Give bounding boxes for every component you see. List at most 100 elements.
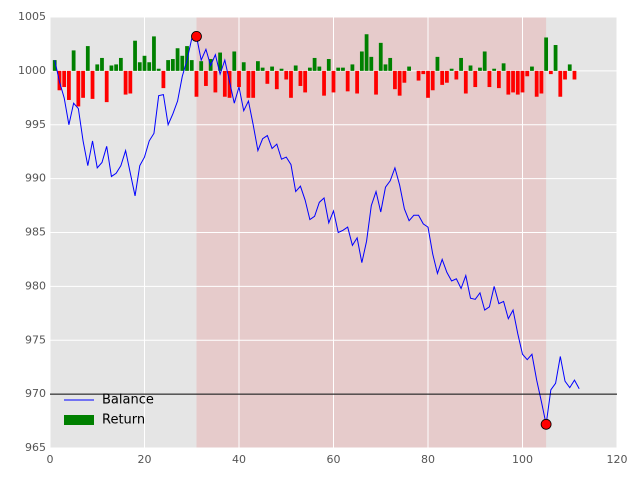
legend: Balance Return	[64, 393, 154, 428]
return-bar	[123, 70, 128, 95]
return-bar	[487, 70, 492, 88]
y-tick-label: 995	[25, 118, 46, 131]
return-bar	[199, 61, 204, 71]
return-bar	[303, 70, 308, 93]
return-bar	[572, 70, 577, 80]
x-tick-label: 40	[232, 453, 246, 466]
return-bar	[506, 70, 511, 95]
return-bar	[251, 70, 256, 98]
return-bar	[544, 37, 549, 71]
return-bar	[246, 70, 251, 98]
return-bar	[142, 55, 147, 71]
return-bar	[454, 70, 459, 80]
return-bar	[492, 68, 497, 71]
return-bar	[284, 70, 289, 80]
return-bar	[152, 36, 156, 71]
return-bar	[326, 59, 331, 71]
return-bar	[378, 42, 383, 71]
return-bar	[133, 40, 137, 71]
return-bar	[189, 60, 194, 71]
return-bar	[109, 65, 114, 71]
return-bar	[558, 70, 563, 97]
return-bar	[383, 64, 388, 71]
return-bar	[166, 60, 171, 71]
return-bar	[407, 66, 411, 71]
x-tick-label: 120	[607, 453, 628, 466]
legend-label: Return	[102, 413, 145, 428]
return-bar	[180, 55, 185, 71]
return-bar	[114, 64, 119, 71]
return-bar	[256, 61, 260, 71]
y-tick-label: 1005	[18, 10, 46, 23]
return-bar	[289, 70, 293, 98]
x-tick-label: 80	[421, 453, 435, 466]
return-bar	[468, 65, 473, 71]
return-bar	[175, 48, 180, 71]
y-tick-label: 1000	[18, 64, 46, 77]
return-bar	[520, 70, 525, 93]
return-bar	[265, 70, 270, 84]
return-bar	[336, 67, 341, 71]
return-bar	[71, 50, 76, 71]
return-bar	[293, 65, 298, 71]
return-bar	[393, 70, 397, 90]
return-bar	[204, 70, 208, 86]
x-tick-label: 60	[327, 453, 341, 466]
marker	[191, 30, 202, 42]
return-bar	[137, 62, 142, 71]
return-bar	[62, 70, 67, 88]
return-bar	[128, 70, 133, 94]
return-bar	[388, 57, 393, 71]
return-bar	[104, 70, 109, 103]
return-bar	[525, 70, 530, 77]
return-bar	[147, 62, 152, 71]
return-bar	[501, 63, 506, 71]
return-bar	[449, 68, 454, 71]
return-bar	[369, 56, 374, 71]
return-bar	[421, 70, 426, 75]
return-bar	[213, 70, 218, 93]
return-bar	[260, 67, 265, 71]
return-bar	[95, 64, 100, 71]
x-tick-label: 0	[47, 453, 54, 466]
return-bar	[567, 64, 572, 71]
return-bar	[227, 70, 232, 98]
return-bar	[430, 70, 435, 91]
return-bar	[81, 70, 85, 98]
balance-line	[54, 35, 580, 425]
return-bar	[515, 70, 520, 95]
return-bar	[194, 70, 199, 97]
return-bar	[478, 67, 482, 71]
return-bar	[402, 70, 407, 83]
return-bar	[539, 70, 544, 94]
return-bar	[90, 70, 95, 99]
y-tick-label: 985	[25, 226, 46, 239]
x-tick-label: 100	[512, 453, 533, 466]
return-bar	[237, 70, 241, 88]
x-tick-label: 20	[138, 453, 152, 466]
return-bar	[355, 70, 360, 94]
return-bar	[553, 45, 558, 71]
return-bar	[331, 70, 336, 93]
return-bar	[85, 46, 90, 71]
return-bar	[218, 52, 222, 71]
return-bar	[534, 70, 539, 97]
return-bar	[312, 57, 317, 71]
legend-swatch	[64, 415, 94, 425]
y-tick-label: 980	[25, 279, 46, 292]
return-bar	[473, 70, 478, 88]
return-bar	[530, 66, 534, 71]
return-bar	[161, 70, 166, 89]
return-bar	[496, 70, 501, 89]
return-bar	[341, 67, 345, 71]
marker	[540, 418, 552, 430]
return-bar	[435, 56, 440, 71]
return-bar	[100, 57, 104, 71]
return-bar	[350, 64, 355, 71]
return-bar	[463, 70, 468, 94]
return-bar	[440, 70, 445, 85]
return-bar	[279, 68, 284, 71]
return-bar	[322, 70, 326, 96]
return-bar	[548, 70, 553, 75]
